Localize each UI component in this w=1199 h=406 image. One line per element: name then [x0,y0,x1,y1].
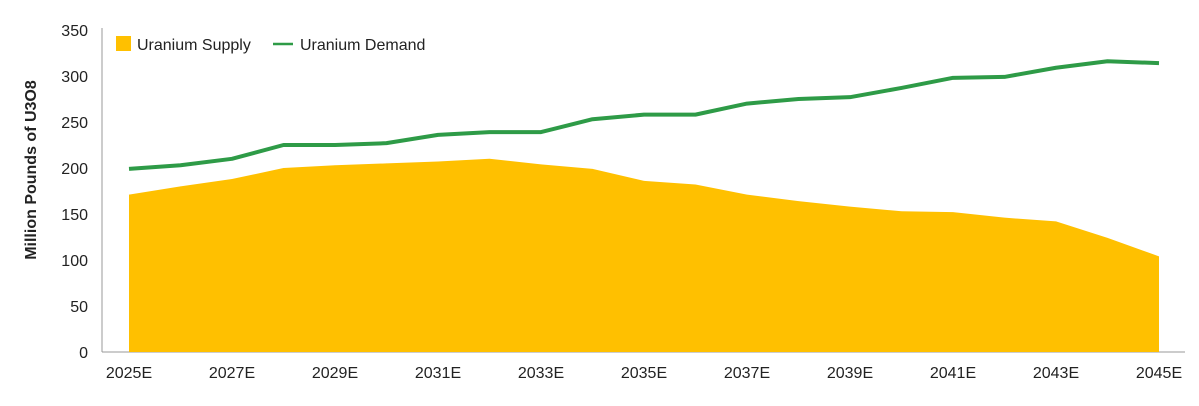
x-tick-label: 2029E [312,365,358,382]
legend-swatch-supply [116,36,131,51]
x-tick-label: 2045E [1136,365,1182,382]
y-tick-label: 250 [61,115,88,132]
x-tick-label: 2043E [1033,365,1079,382]
legend: Uranium Supply Uranium Demand [116,36,425,54]
y-tick-label: 100 [61,253,88,270]
y-tick-label: 50 [70,299,88,316]
y-tick-label: 0 [79,345,88,362]
x-tick-label: 2041E [930,365,976,382]
y-tick-label: 300 [61,69,88,86]
legend-label-demand: Uranium Demand [300,37,425,54]
demand-line [129,61,1159,169]
y-tick-label: 150 [61,207,88,224]
x-tick-label: 2033E [518,365,564,382]
y-axis-label: Million Pounds of U3O8 [23,80,40,260]
legend-label-supply: Uranium Supply [137,37,251,54]
supply-area [129,159,1159,352]
y-tick-label: 350 [61,23,88,40]
x-tick-label: 2025E [106,365,152,382]
x-tick-label: 2035E [621,365,667,382]
x-tick-label: 2037E [724,365,770,382]
x-tick-label: 2027E [209,365,255,382]
x-tick-label: 2039E [827,365,873,382]
y-tick-label: 200 [61,161,88,178]
x-tick-label: 2031E [415,365,461,382]
